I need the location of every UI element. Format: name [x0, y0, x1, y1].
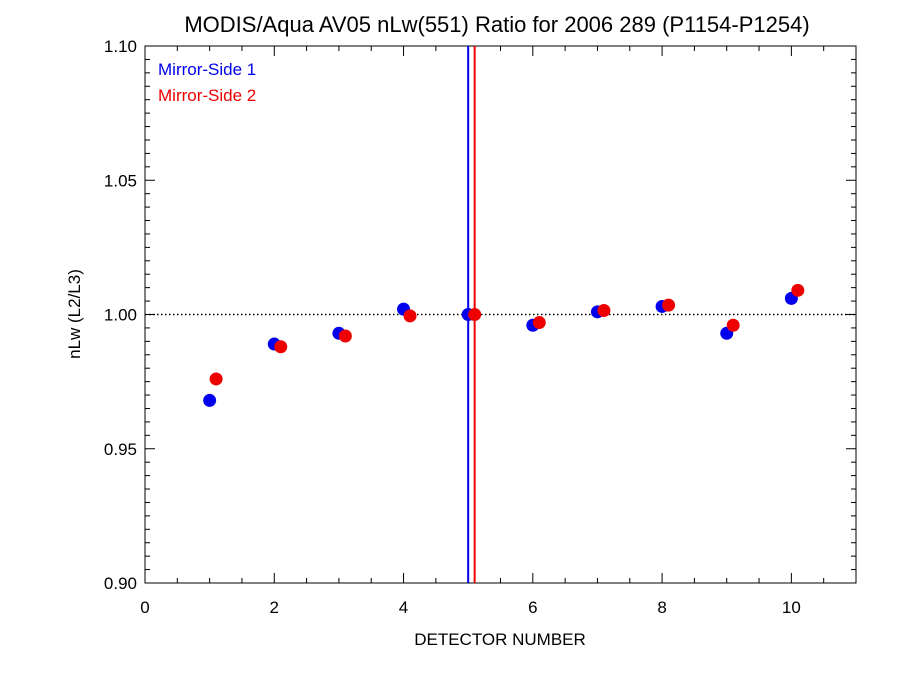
x-tick-label: 4 — [399, 598, 408, 617]
y-tick-label: 0.95 — [104, 440, 137, 459]
chart-title: MODIS/Aqua AV05 nLw(551) Ratio for 2006 … — [184, 12, 809, 37]
x-axis-label: DETECTOR NUMBER — [414, 630, 586, 649]
data-point-series-2 — [274, 340, 288, 354]
legend-series-2: Mirror-Side 2 — [158, 86, 256, 105]
x-tick-label: 10 — [782, 598, 801, 617]
data-point-series-2 — [791, 283, 805, 297]
points-layer — [203, 283, 805, 407]
y-tick-label: 1.00 — [104, 306, 137, 325]
x-tick-label: 0 — [140, 598, 149, 617]
data-point-series-2 — [726, 318, 740, 332]
data-point-series-2 — [338, 329, 352, 343]
data-point-series-2 — [209, 372, 223, 386]
x-tick-label: 2 — [270, 598, 279, 617]
y-tick-label: 1.10 — [104, 37, 137, 56]
y-tick-label: 0.90 — [104, 574, 137, 593]
data-point-series-2 — [403, 309, 417, 323]
x-tick-label: 6 — [528, 598, 537, 617]
data-point-series-2 — [468, 308, 482, 321]
y-axis-label: nLw (L2/L3) — [65, 269, 84, 359]
axis-ticks: 0 2 4 6 8 10 0.90 0.95 1.00 1.05 1.10 — [104, 37, 856, 617]
data-point-series-2 — [597, 303, 611, 317]
y-tick-label: 1.05 — [104, 171, 137, 190]
data-point-series-2 — [532, 316, 546, 330]
data-point-series-2 — [662, 298, 676, 312]
data-point-series-1 — [203, 393, 217, 407]
legend-series-1: Mirror-Side 1 — [158, 60, 256, 79]
x-tick-label: 8 — [657, 598, 666, 617]
